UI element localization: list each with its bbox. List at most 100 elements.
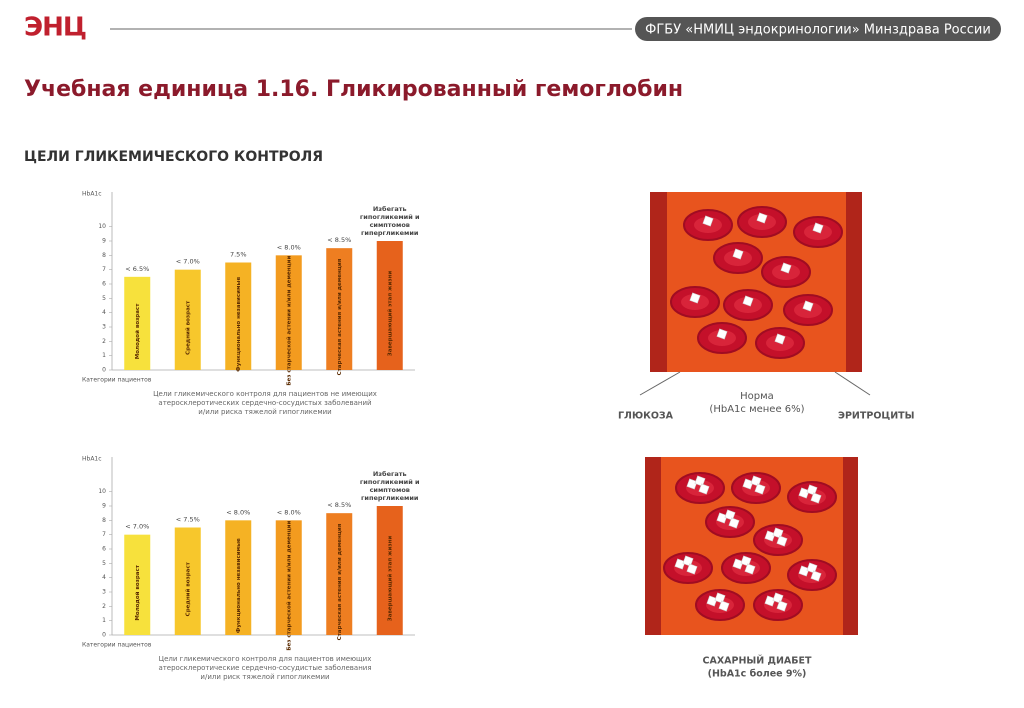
- y-tick-label: 0: [102, 367, 106, 374]
- value-label: < 8.0%: [277, 508, 301, 516]
- glucose: [754, 483, 766, 495]
- glucose: [732, 558, 744, 570]
- y-axis-label: HbA1c: [82, 191, 102, 198]
- y-tick-label: 1: [102, 617, 106, 624]
- y-tick-label: 9: [102, 503, 106, 510]
- y-tick-label: 2: [102, 338, 106, 345]
- category-label: Молодой возраст: [134, 564, 141, 620]
- y-tick-label: 0: [102, 632, 106, 639]
- bar: [124, 276, 151, 370]
- value-label: < 7.0%: [125, 523, 149, 531]
- glucose: [772, 592, 784, 604]
- vessel-wall: [843, 457, 858, 635]
- glucose: [806, 562, 818, 574]
- category-label: Старческая астения и/или деменция: [337, 258, 343, 375]
- glucose: [716, 328, 728, 340]
- y-tick-label: 8: [102, 517, 106, 524]
- caption: атеросклеротических сердечно-сосудистых …: [158, 399, 371, 407]
- glucose: [750, 475, 762, 487]
- value-label: < 8.0%: [226, 508, 250, 516]
- y-tick-label: 8: [102, 252, 106, 259]
- value-label: 7.5%: [230, 251, 247, 259]
- glucose: [706, 595, 718, 607]
- x-axis-label: Категории пациентов: [82, 642, 152, 649]
- y-tick-label: 4: [102, 309, 106, 316]
- glucose: [724, 509, 736, 521]
- glucose: [732, 248, 744, 260]
- glucose: [702, 215, 714, 227]
- y-tick-label: 2: [102, 603, 106, 610]
- y-tick-label: 3: [102, 589, 106, 596]
- normal-title: Норма: [740, 391, 774, 402]
- glucose: [780, 262, 792, 274]
- y-tick-label: 3: [102, 324, 106, 331]
- glucose: [776, 600, 788, 612]
- annotation: симптомов: [370, 486, 410, 494]
- vessel-wall: [645, 457, 661, 635]
- category-label: Функционально независимые: [236, 538, 242, 633]
- glucose: [806, 484, 818, 496]
- glucose: [686, 563, 698, 575]
- category-label: Средний возраст: [184, 300, 191, 355]
- y-tick-label: 10: [98, 223, 106, 230]
- category-label: Средний возраст: [184, 561, 191, 616]
- value-label: < 8.0%: [277, 243, 301, 251]
- pointer: [639, 371, 681, 396]
- category-label: Молодой возраст: [134, 303, 141, 359]
- glucose: [742, 478, 754, 490]
- caption: Цели гликемического контроля для пациент…: [153, 390, 377, 398]
- value-label: < 8.5%: [327, 501, 351, 509]
- glucose: [744, 563, 756, 575]
- bar: [124, 534, 151, 635]
- glucose: [716, 512, 728, 524]
- glucose: [714, 592, 726, 604]
- y-axis-label: HbA1c: [82, 456, 102, 463]
- x-axis-label: Категории пациентов: [82, 377, 152, 384]
- y-tick-label: 7: [102, 266, 106, 273]
- annotation: гипергликемии: [361, 229, 419, 237]
- caption: и/или риск тяжелой гипогликемии: [200, 673, 329, 681]
- value-label: < 7.0%: [176, 258, 200, 266]
- glucose: [756, 212, 768, 224]
- bar: [174, 527, 201, 635]
- logo: ЭНЦ: [24, 13, 86, 43]
- glucose: [728, 517, 740, 529]
- glucose: [742, 295, 754, 307]
- glucose: [764, 530, 776, 542]
- caption: и/или риска тяжелой гипогликемии: [198, 408, 331, 416]
- glucose: [772, 527, 784, 539]
- glucose: [674, 558, 686, 570]
- value-label: < 7.5%: [176, 516, 200, 524]
- category-label: Старческая астения и/или деменция: [337, 523, 343, 640]
- organization: ФГБУ «НМИЦ эндокринологии» Минздрава Рос…: [645, 23, 991, 38]
- org-badge: [635, 17, 1001, 41]
- pointer: [834, 371, 871, 396]
- glucose: [812, 222, 824, 234]
- category-label: Завершающий этап жизни: [386, 271, 393, 357]
- category-label: Завершающий этап жизни: [386, 536, 393, 622]
- category-label: Без старческой астении и/или деменции: [285, 256, 292, 386]
- glucose: [682, 555, 694, 567]
- category-label: Функционально независимые: [236, 277, 242, 372]
- vessel-wall: [650, 192, 667, 372]
- bar: [174, 269, 201, 370]
- glucose: [774, 333, 786, 345]
- category-label: Без старческой астении и/или деменции: [285, 521, 292, 651]
- title: Учебная единица 1.16. Гликированный гемо…: [24, 77, 683, 102]
- bar: [376, 241, 403, 370]
- y-tick-label: 5: [102, 560, 106, 567]
- value-label: < 8.5%: [327, 236, 351, 244]
- subtitle: ЦЕЛИ ГЛИКЕМИЧЕСКОГО КОНТРОЛЯ: [24, 149, 323, 165]
- annotation: гипогликемий и: [360, 213, 420, 221]
- glucose: [698, 483, 710, 495]
- y-tick-label: 4: [102, 574, 106, 581]
- glucose: [694, 475, 706, 487]
- illustration-diabetes: [645, 457, 858, 635]
- caption: атеросклеротические сердечно-сосудистые …: [158, 664, 371, 672]
- annotation: гипергликемии: [361, 494, 419, 502]
- bar: [225, 520, 252, 635]
- value-label: < 6.5%: [125, 265, 149, 273]
- bar: [225, 262, 252, 370]
- bar: [376, 506, 403, 635]
